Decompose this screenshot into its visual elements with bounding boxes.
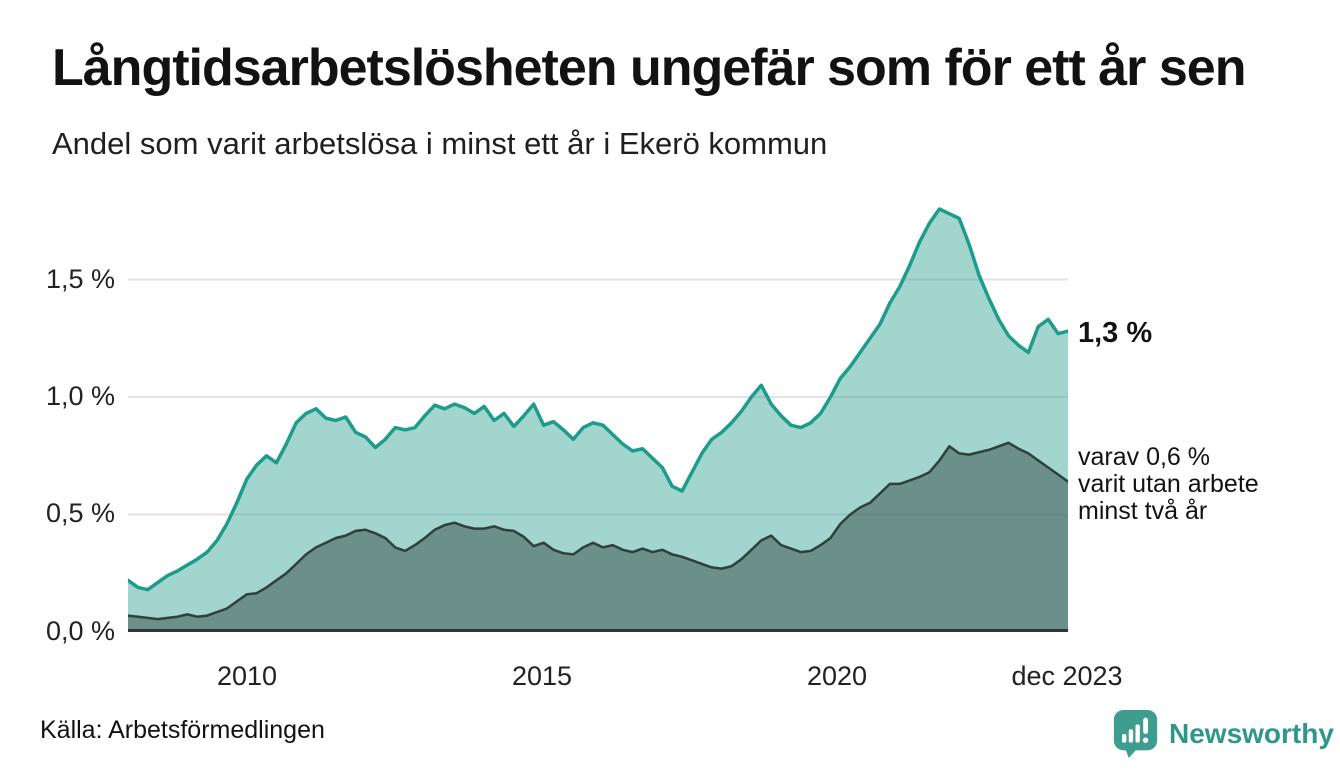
secondary-series-annotation: varav 0,6 % varit utan arbete minst två … <box>1078 444 1259 525</box>
annotation-line-2: varit utan arbete <box>1078 470 1259 498</box>
y-axis-tick-1-5: 1,5 % <box>45 264 115 294</box>
y-axis-tick-0-5: 0,5 % <box>45 498 115 528</box>
x-axis-tick-2020: 2020 <box>806 661 868 691</box>
page-title: Långtidsarbetslösheten ungefär som för e… <box>52 39 1246 97</box>
x-axis-tick-2010: 2010 <box>216 661 278 691</box>
page-subtitle: Andel som varit arbetslösa i minst ett å… <box>52 126 828 161</box>
area-chart-canvas <box>128 207 1068 632</box>
y-axis-tick-0-0: 0,0 % <box>45 616 115 646</box>
x-axis-tick-dec-2023: dec 2023 <box>1011 661 1123 691</box>
newsworthy-icon <box>1113 709 1158 759</box>
brand-name: Newsworthy <box>1169 718 1334 749</box>
source-credit: Källa: Arbetsförmedlingen <box>40 716 325 744</box>
latest-value-label: 1,3 % <box>1078 317 1153 349</box>
annotation-line-1: varav 0,6 % <box>1078 443 1211 471</box>
annotation-line-3: minst två år <box>1078 497 1208 525</box>
brand-logo: Newsworthy <box>1112 708 1334 760</box>
x-axis-tick-2015: 2015 <box>511 661 573 691</box>
y-axis-tick-1-0: 1,0 % <box>45 381 115 411</box>
